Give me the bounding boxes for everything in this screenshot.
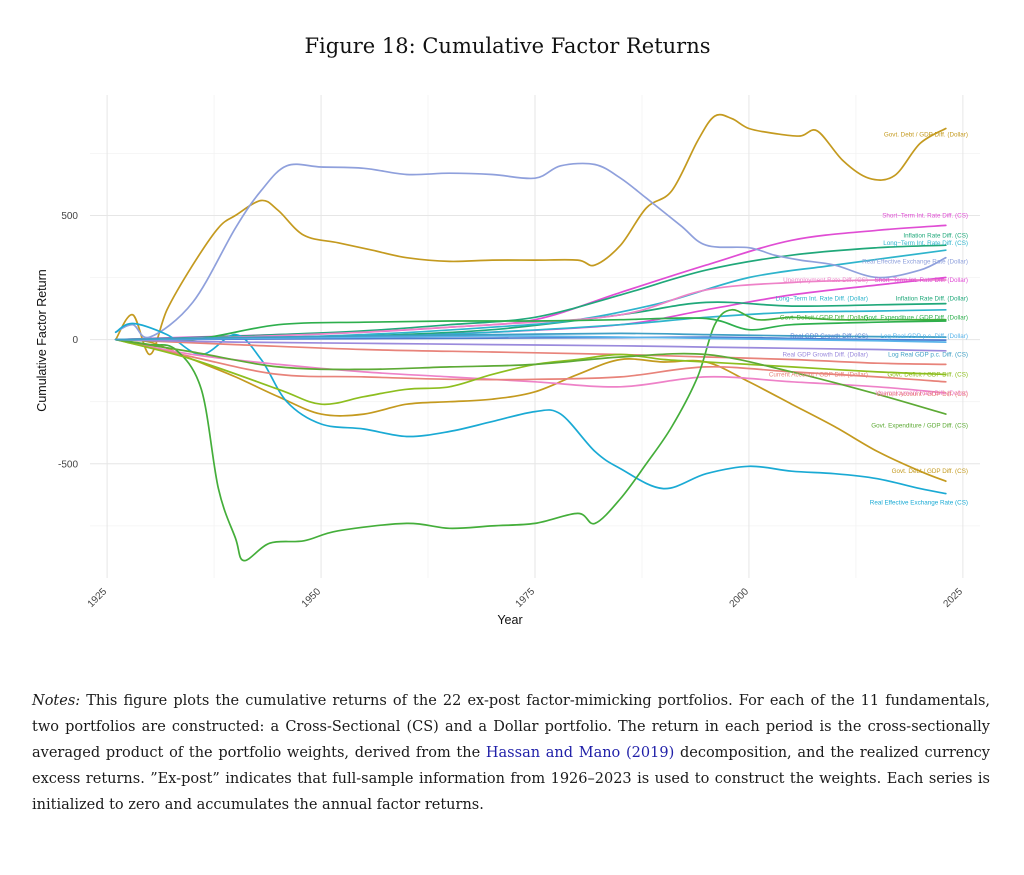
line-end-label: Real GDP Growth Diff. (Dollar) [783, 352, 869, 359]
series-real-effective-exchange-rate-dollar [114, 162, 947, 339]
line-end-label: Long−Term Int. Rate Diff. (CS) [883, 240, 968, 247]
series-govt-debt-gdp-diff-cs [114, 338, 947, 483]
notes-text-1: This figure plots the cumulative returns… [32, 693, 991, 761]
series-govt-deficit-gdp-diff-dollar [114, 308, 947, 562]
series-log-real-gdp-p-c-diff-cs [114, 332, 947, 341]
line-end-label: Govt. Deficit / GDP Diff. (CS) [887, 371, 968, 378]
line-end-label: Current Account / GDP Diff. (CS) [877, 391, 968, 398]
citation-year[interactable]: 2019 [631, 745, 669, 761]
line-end-label: Govt. Deficit / GDP Diff. (Dollar) [780, 314, 868, 321]
y-axis-title: Cumulative Factor Return [35, 269, 49, 411]
series-real-effective-exchange-rate-cs [114, 322, 947, 495]
line-end-label: Short−Term Int. Rate Diff. (CS) [882, 212, 968, 219]
line-end-label: Unemployment Rate Diff. (Dollar) [875, 390, 968, 397]
line-end-label: Short−Term Int. Rate Diff. (Dollar) [875, 277, 969, 284]
line-end-label: Log Real GDP p.c. Diff. (CS) [888, 352, 968, 359]
series-labels: Real GDP Growth Diff. (CS) Log Real GDP p… [769, 132, 968, 507]
y-tick-label: -500 [58, 459, 78, 470]
notes-text-2: decomposition, and the realized currency… [32, 745, 990, 813]
series-unemployment-rate-diff-dollar [114, 338, 947, 394]
series-real-gdp-growth-diff-dollar [114, 338, 947, 352]
x-tick-label: 2000 [728, 586, 752, 610]
y-tick-label: 500 [61, 211, 78, 222]
x-tick-label: 1925 [86, 586, 110, 610]
notes-lead: Notes: [32, 693, 81, 709]
x-tick-label: 1975 [514, 586, 538, 610]
series-govt-expenditure-gdp-diff-dollar [114, 317, 947, 342]
line-end-label: Govt. Debt / GDP Diff. (CS) [892, 468, 968, 475]
series-real-gdp-growth-diff-cs [114, 336, 947, 341]
line-end-label: Unemployment Rate Diff. (CS) [783, 277, 868, 284]
figure-title: Figure 18: Cumulative Factor Returns [304, 34, 711, 58]
line-end-label: Real Effective Exchange Rate (CS) [870, 499, 968, 506]
citation-link[interactable]: Hassan and Mano (2019) [485, 745, 675, 761]
series-lines [114, 113, 947, 562]
line-end-label: Log Real GDP p.c. Diff. (Dollar) [880, 333, 968, 340]
y-tick-label: 0 [72, 335, 78, 346]
line-end-label: Real GDP Growth Diff. (CS) [790, 333, 868, 340]
line-end-label: Real Effective Exchange Rate (Dollar) [862, 258, 968, 265]
line-end-label: Govt. Expenditure / GDP Diff. (CS) [871, 422, 968, 429]
figure-notes: Notes: This figure plots the cumulative … [32, 688, 990, 818]
x-tick-label: 1950 [300, 586, 324, 610]
line-end-label: Govt. Debt / GDP Diff. (Dollar) [884, 132, 968, 139]
citation-name[interactable]: Hassan and Mano [485, 745, 621, 761]
series-inflation-rate-diff-cs [114, 244, 947, 341]
series-govt-expenditure-gdp-diff-cs [114, 338, 947, 415]
line-end-label: Long−Term Int. Rate Diff. (Dollar) [776, 296, 868, 303]
line-end-label: Inflation Rate Diff. (Dollar) [896, 296, 968, 303]
series-govt-debt-gdp-diff-dollar [114, 113, 947, 356]
series-current-account-gdp-diff-cs [114, 338, 947, 366]
x-tick-label: 2025 [941, 586, 965, 610]
x-axis-title: Year [497, 613, 522, 627]
series-unemployment-rate-diff-cs [114, 278, 947, 341]
line-end-label: Current Account / GDP Diff. (Dollar) [769, 371, 868, 378]
line-end-label: Inflation Rate Diff. (CS) [903, 232, 968, 239]
series-log-real-gdp-p-c-diff-dollar [114, 335, 947, 343]
line-end-label: Govt. Expenditure / GDP Diff. (Dollar) [864, 314, 968, 321]
series-current-account-gdp-diff-dollar [114, 338, 947, 383]
